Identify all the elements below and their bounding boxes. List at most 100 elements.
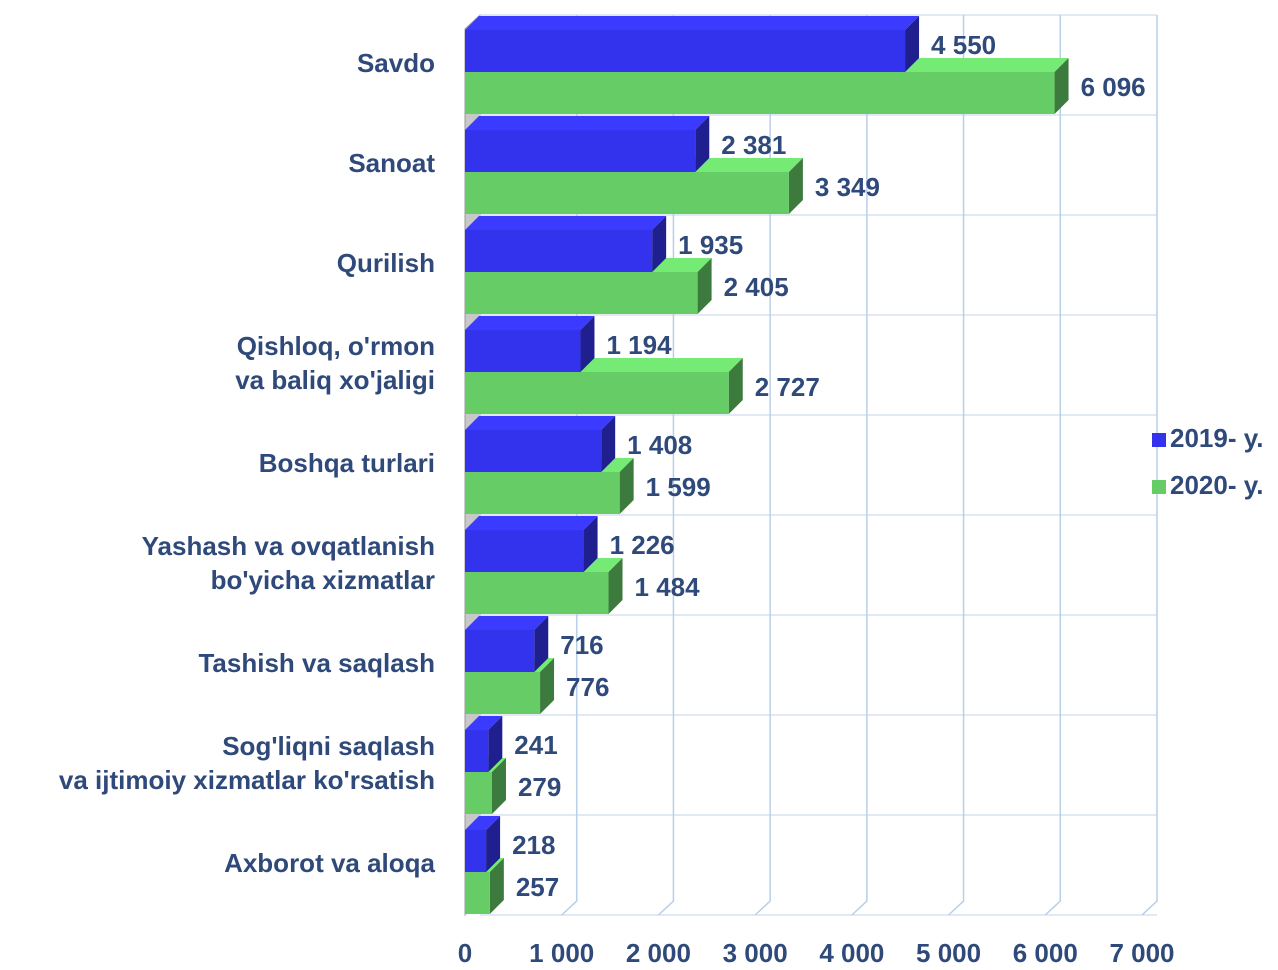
x-tick-label: 0 (458, 938, 472, 968)
category-label: Tashish va saqlash (198, 648, 435, 678)
x-tick-label: 2 000 (626, 938, 691, 968)
value-label: 1 408 (627, 430, 692, 460)
x-tick-label: 5 000 (916, 938, 981, 968)
category-line: Qurilish (337, 248, 435, 278)
bar (465, 372, 729, 414)
category-line: va ijtimoiy xizmatlar ko'rsatish (59, 765, 435, 795)
bar-side (583, 516, 598, 572)
category-line: Savdo (357, 48, 435, 78)
legend-label: 2020- y. (1170, 470, 1263, 500)
category-line: Qishloq, o'rmon (237, 331, 435, 361)
bar (465, 830, 487, 872)
bar-side (697, 258, 712, 314)
bar-side (1054, 58, 1069, 114)
category-label: Boshqa turlari (259, 448, 435, 478)
bar-side (486, 816, 501, 872)
value-label: 1 226 (610, 530, 675, 560)
x-tick-label: 4 000 (819, 938, 884, 968)
bar-top (465, 616, 549, 630)
category-line: Sanoat (348, 148, 435, 178)
bar-side (491, 758, 506, 814)
category-label: Axborot va aloqa (224, 848, 435, 878)
bar (465, 530, 584, 572)
value-label: 1 194 (606, 330, 672, 360)
bar (465, 472, 620, 514)
bar-top (465, 316, 595, 330)
value-label: 279 (518, 772, 561, 802)
bar (465, 330, 581, 372)
bar (465, 772, 492, 814)
bar (465, 672, 541, 714)
category-line: Tashish va saqlash (198, 648, 435, 678)
bar (465, 172, 789, 214)
bar-top (465, 416, 616, 430)
grid-line (754, 15, 771, 916)
value-label: 2 727 (755, 372, 820, 402)
category-line: Axborot va aloqa (224, 848, 435, 878)
grid-line (851, 15, 868, 916)
bar-side (788, 158, 803, 214)
value-label: 1 599 (646, 472, 711, 502)
bar-top (465, 116, 710, 130)
bar (465, 230, 653, 272)
x-tick-label: 1 000 (529, 938, 594, 968)
bar (465, 572, 609, 614)
value-label: 4 550 (931, 30, 996, 60)
bar-top (465, 716, 503, 730)
legend-swatch (1152, 433, 1166, 447)
value-label: 257 (516, 872, 559, 902)
bar (465, 30, 906, 72)
category-line: Boshqa turlari (259, 448, 435, 478)
bar (465, 272, 698, 314)
category-label: Qurilish (337, 248, 435, 278)
x-tick-label: 7 000 (1109, 938, 1174, 968)
value-label: 1 935 (678, 230, 743, 260)
bar-side (652, 216, 667, 272)
bar (465, 730, 489, 772)
value-label: 2 381 (721, 130, 786, 160)
bar-top (465, 816, 501, 830)
legend-swatch (1152, 480, 1166, 494)
category-label: Sog'liqni saqlash va ijtimoiy xizmatlar k… (59, 731, 435, 795)
category-line: Sog'liqni saqlash (222, 731, 435, 761)
grid-line (948, 15, 965, 916)
bar-top (465, 216, 667, 230)
category-label: Qishloq, o'rmon va baliq xo'jaligi (235, 331, 435, 395)
value-label: 218 (512, 830, 555, 860)
category-label: Savdo (357, 48, 435, 78)
bar-side (488, 716, 503, 772)
x-tick-label: 3 000 (723, 938, 788, 968)
bar (465, 630, 535, 672)
bar-side (534, 616, 549, 672)
bar-top (465, 516, 598, 530)
category-label: Yashash va ovqatlanish bo'yicha xizmatlar (142, 531, 435, 595)
value-label: 3 349 (815, 172, 880, 202)
bar (465, 430, 602, 472)
grid-line (1141, 15, 1158, 916)
value-label: 241 (514, 730, 557, 760)
bar (465, 72, 1055, 114)
bar-side (905, 16, 920, 72)
value-label: 716 (560, 630, 603, 660)
category-line: va baliq xo'jaligi (235, 365, 435, 395)
bar-side (695, 116, 710, 172)
grid-line (1044, 15, 1062, 916)
category-line: Yashash va ovqatlanish (142, 531, 435, 561)
value-label: 2 405 (724, 272, 789, 302)
bar (465, 872, 490, 914)
bar-side (608, 558, 623, 614)
value-label: 1 484 (635, 572, 701, 602)
bar (465, 130, 696, 172)
bar-side (619, 458, 634, 514)
bar-top (465, 16, 920, 30)
value-label: 776 (566, 672, 609, 702)
x-tick-label: 6 000 (1013, 938, 1078, 968)
bar-side (728, 358, 743, 414)
value-label: 6 096 (1081, 72, 1146, 102)
bar-side (601, 416, 616, 472)
bar-side (580, 316, 595, 372)
category-line: bo'yicha xizmatlar (211, 565, 435, 595)
bar-side (540, 658, 555, 714)
category-label: Sanoat (348, 148, 435, 178)
